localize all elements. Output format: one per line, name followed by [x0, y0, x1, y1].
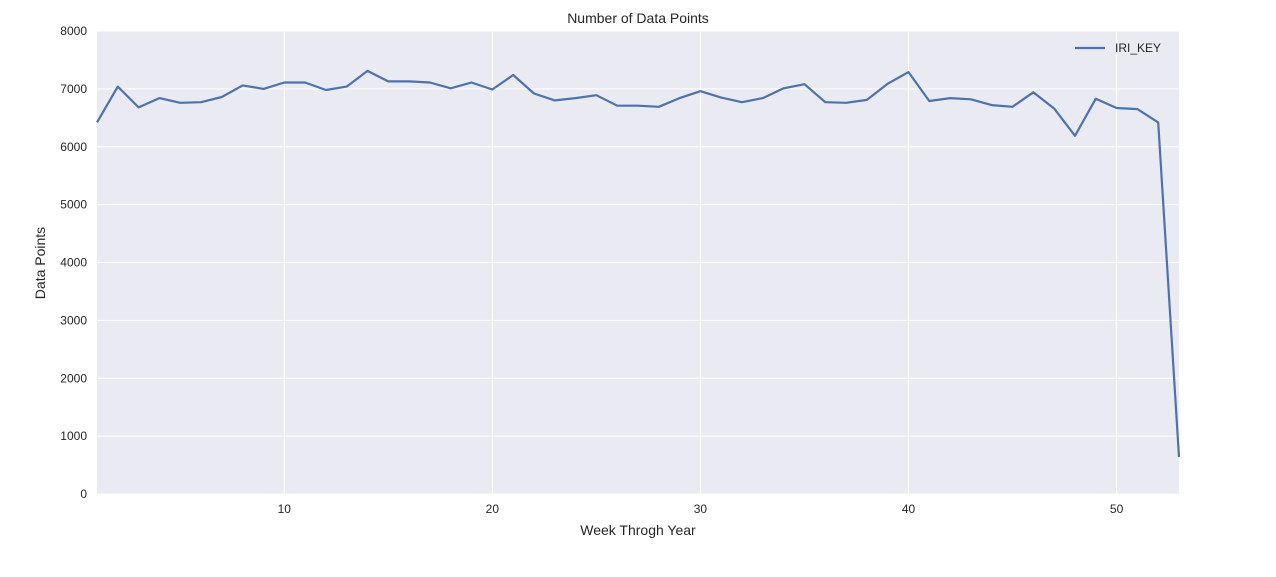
x-tick-label: 50	[1110, 502, 1124, 516]
y-tick-label: 1000	[60, 429, 87, 443]
y-tick-label: 4000	[60, 256, 87, 270]
y-tick-label: 7000	[60, 82, 87, 96]
y-axis-label: Data Points	[32, 227, 48, 299]
x-tick-label: 20	[486, 502, 500, 516]
grid-lines	[97, 30, 1179, 495]
chart-title: Number of Data Points	[567, 10, 709, 26]
y-tick-label: 8000	[60, 24, 87, 38]
y-tick-label: 2000	[60, 371, 87, 385]
y-tick-label: 3000	[60, 313, 87, 327]
y-tick-label: 5000	[60, 198, 87, 212]
legend-label-iri-key: IRI_KEY	[1115, 41, 1161, 55]
legend: IRI_KEY	[1075, 41, 1161, 55]
series-line-iri-key	[96, 69, 1181, 458]
series-lines	[96, 69, 1181, 458]
y-tick-label: 0	[80, 487, 87, 501]
x-axis-label: Week Throgh Year	[580, 522, 696, 538]
tick-labels: 0 1000 2000 3000 4000 5000 6000 7000 8000 10 20 30 4…	[60, 24, 1123, 516]
x-tick-label: 10	[278, 502, 292, 516]
x-tick-label: 30	[694, 502, 708, 516]
x-tick-label: 40	[902, 502, 916, 516]
y-tick-label: 6000	[60, 140, 87, 154]
